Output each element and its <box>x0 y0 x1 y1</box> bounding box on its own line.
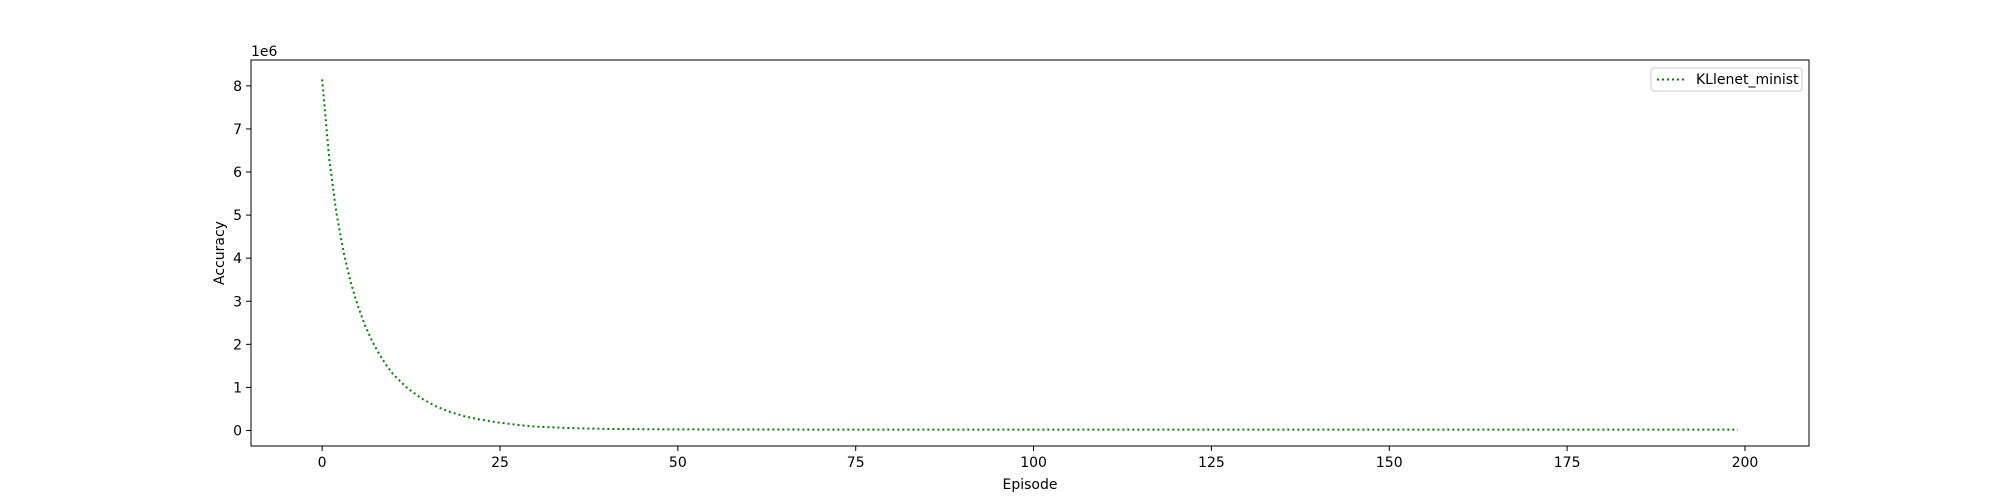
y-tick-label: 4 <box>233 251 242 267</box>
x-tick-label: 125 <box>1198 455 1225 471</box>
x-tick-label: 25 <box>491 455 509 471</box>
x-axis-label: Episode <box>1003 477 1058 493</box>
y-tick-label: 3 <box>233 294 242 310</box>
y-tick-label: 2 <box>233 337 242 353</box>
y-tick-label: 8 <box>233 79 242 95</box>
y-offset-text: 1e6 <box>251 44 278 60</box>
x-tick-label: 100 <box>1020 455 1047 471</box>
legend-box <box>1650 67 1803 92</box>
x-tick-label: 200 <box>1732 455 1759 471</box>
x-tick-label: 175 <box>1554 455 1581 471</box>
y-axis-label: Accuracy <box>212 221 228 285</box>
x-axis-ticks: 0 25 50 75 100 125 150 175 200 <box>318 446 1759 471</box>
legend-label: KLlenet_minist <box>1696 72 1799 88</box>
legend: KLlenet_minist <box>1650 67 1803 92</box>
x-tick-label: 50 <box>669 455 687 471</box>
y-tick-label: 5 <box>233 208 242 224</box>
y-tick-label: 0 <box>233 423 242 439</box>
y-tick-label: 7 <box>233 122 242 138</box>
x-tick-label: 75 <box>847 455 865 471</box>
series-layer <box>321 79 1738 431</box>
x-tick-label: 150 <box>1376 455 1403 471</box>
y-tick-label: 1 <box>233 380 242 396</box>
x-tick-label: 0 <box>318 455 327 471</box>
plot-area <box>250 59 1810 447</box>
y-tick-label: 6 <box>233 165 242 181</box>
series-line <box>321 79 1738 431</box>
y-axis-ticks: 0 1 2 3 4 5 6 7 8 <box>233 79 251 439</box>
